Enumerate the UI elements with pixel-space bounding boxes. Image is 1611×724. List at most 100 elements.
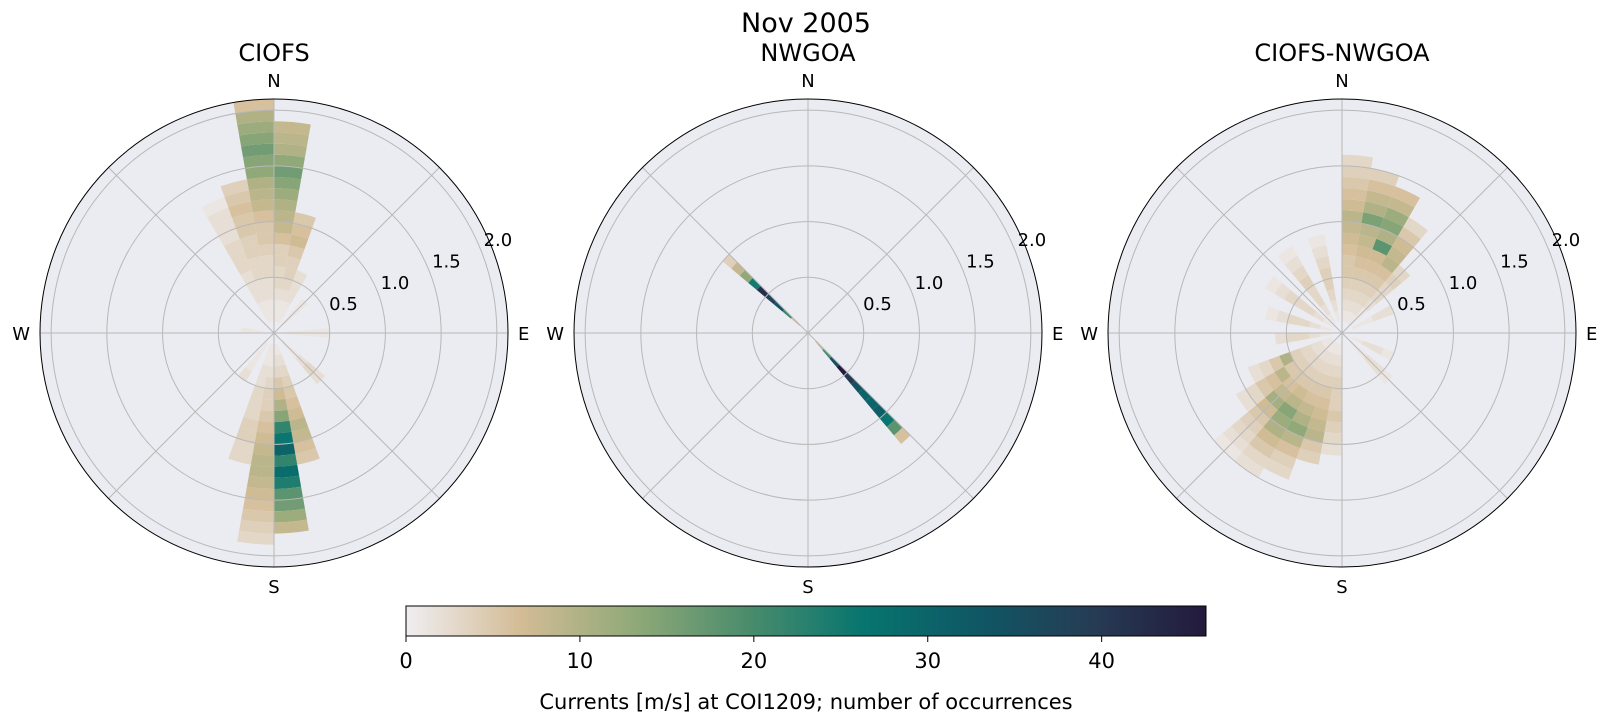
bar-cell xyxy=(223,238,244,256)
bar-cell xyxy=(1310,340,1323,350)
bar-cell xyxy=(1351,267,1365,281)
bar-cell xyxy=(1345,312,1354,324)
bar-cell xyxy=(1284,392,1303,411)
bar-cell xyxy=(287,406,305,421)
bar-cell xyxy=(243,245,261,260)
windrose-ciofs-plot: 0.5 1.0 1.5 2.0 N E S W xyxy=(12,71,529,598)
bar-cell xyxy=(256,232,274,246)
figure-suptitle: Nov 2005 xyxy=(741,8,871,39)
bar-cell xyxy=(1245,383,1266,405)
bar-cell xyxy=(1353,256,1369,271)
compass-label-e: E xyxy=(1052,324,1063,345)
bar-cell xyxy=(228,201,253,218)
bar-cell xyxy=(773,301,785,312)
bar-cell xyxy=(1291,384,1309,401)
bar-cell xyxy=(739,269,753,283)
bar-cell xyxy=(244,165,274,180)
polar-grid xyxy=(574,99,1042,567)
bar-cell xyxy=(1334,365,1342,378)
bar-cell xyxy=(1306,284,1320,299)
bar-cell xyxy=(1342,188,1368,202)
bar-cell xyxy=(274,354,280,367)
angular-gridline xyxy=(1341,167,1508,334)
bar-cell xyxy=(836,364,848,376)
colorbar-ticks: 0 10 20 30 40 xyxy=(399,636,1115,673)
bar-cell xyxy=(262,266,274,279)
bar-cell xyxy=(1275,439,1301,459)
bar-cell xyxy=(277,300,286,313)
bar-cell xyxy=(228,448,253,465)
bar-cell xyxy=(274,519,309,534)
bar-cell xyxy=(274,486,304,501)
bar-cell xyxy=(1308,381,1323,396)
bar-cell xyxy=(1342,154,1373,169)
bar-cell xyxy=(245,358,258,372)
bar-cell xyxy=(235,110,274,125)
bar-cell xyxy=(1363,201,1388,218)
bar-cell xyxy=(274,365,282,378)
bar-cell xyxy=(262,312,271,324)
bar-cell xyxy=(229,249,248,266)
bar-cell xyxy=(1330,300,1339,313)
bar-cell xyxy=(274,232,292,246)
bar-cell xyxy=(235,259,252,276)
polar-frame xyxy=(1107,98,1577,568)
bar-cell xyxy=(1319,385,1333,399)
bar-cell xyxy=(1380,305,1395,318)
bar-cell xyxy=(1381,255,1400,274)
compass-label-w: W xyxy=(1080,324,1098,345)
bar-cell xyxy=(1303,349,1317,362)
bar-cell xyxy=(1325,352,1335,365)
bar-cell xyxy=(1235,388,1257,412)
bar-cell xyxy=(252,350,263,362)
bar-cell xyxy=(274,199,298,213)
bar-cell xyxy=(1291,265,1309,282)
polar-frame xyxy=(573,98,1043,568)
polar-frame xyxy=(39,98,509,568)
bar-cell xyxy=(1364,284,1378,299)
bar-cell xyxy=(289,234,309,250)
bar-cell xyxy=(274,255,288,268)
bar-cell xyxy=(266,311,273,323)
bar-cell xyxy=(246,280,259,295)
bar-cell xyxy=(274,431,294,445)
bar-cell xyxy=(251,329,264,333)
bar-cell xyxy=(1330,342,1339,354)
bar-cell xyxy=(274,310,278,323)
r-tick-label: 1.0 xyxy=(915,273,944,294)
bar-cell xyxy=(1303,427,1325,443)
bar-cell xyxy=(1338,343,1342,356)
angular-gridline xyxy=(108,332,275,499)
bar-cell xyxy=(1265,306,1280,322)
bar-cell xyxy=(275,343,282,355)
bar-cell xyxy=(1357,280,1370,295)
windrose-ciofs: CIOFS 0.5 1.0 1.5 2.0 N E S W xyxy=(12,39,529,598)
bar-cell xyxy=(1284,360,1300,376)
bar-cell xyxy=(1403,217,1428,240)
bar-cell xyxy=(238,367,252,382)
compass-label-s: S xyxy=(1336,577,1347,598)
r-tick-label: 0.5 xyxy=(1397,294,1426,315)
bar-cell xyxy=(1370,344,1384,356)
bar-cell xyxy=(1397,226,1421,248)
compass-label-e: E xyxy=(518,324,529,345)
bar-cell xyxy=(1342,288,1350,301)
bar-cell xyxy=(274,266,286,279)
bar-cell xyxy=(1361,340,1374,350)
bar-cell xyxy=(1306,367,1320,382)
bar-cell xyxy=(1342,310,1346,323)
bar-cell xyxy=(1308,333,1321,339)
bar-cell xyxy=(274,442,296,456)
windrose-nwgoa-title: NWGOA xyxy=(760,39,856,67)
bar-cell xyxy=(274,398,288,411)
bar-cell xyxy=(1383,207,1409,227)
bar-cell xyxy=(1275,333,1288,345)
bar-cell xyxy=(1345,300,1354,313)
bar-cell xyxy=(258,364,269,377)
colorbar-bar xyxy=(405,605,1207,637)
bar-cell xyxy=(858,388,872,402)
bar-cell xyxy=(1280,429,1304,449)
bar-cell xyxy=(266,343,273,355)
bar-cell xyxy=(274,409,290,423)
bar-cell xyxy=(1274,366,1291,384)
